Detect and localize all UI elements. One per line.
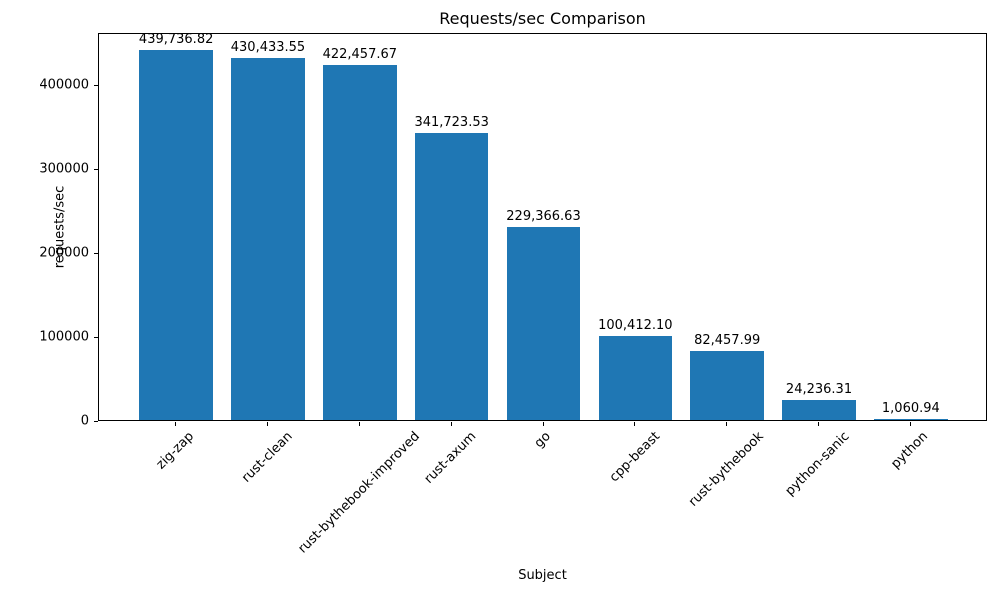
x-tick-label: python-sanic	[783, 429, 853, 499]
y-tick-label: 0	[80, 413, 89, 429]
x-tick-label: cpp-beast	[606, 429, 663, 486]
bar-value-label: 82,457.99	[694, 332, 761, 348]
x-tick-label: rust-bythebook	[685, 429, 767, 510]
y-tick-label: 200000	[39, 245, 89, 261]
x-tick-label: rust-bythebook-improved	[295, 429, 423, 557]
bar-zig-zap	[139, 50, 213, 420]
bar-value-label: 430,433.55	[230, 40, 306, 56]
bar-value-label: 100,412.10	[598, 317, 673, 333]
x-tick	[818, 422, 820, 426]
x-tick	[542, 422, 544, 426]
x-tick	[726, 422, 728, 426]
bar-rust-bythebook	[690, 350, 764, 420]
y-tick	[94, 84, 98, 86]
y-tick	[94, 336, 98, 338]
x-tick	[175, 422, 177, 426]
y-tick	[94, 421, 98, 422]
x-tick	[634, 422, 636, 426]
bar-rust-bythebook-improved	[323, 65, 397, 420]
y-tick-label: 100000	[39, 329, 89, 345]
y-tick-label: 400000	[39, 77, 89, 93]
bars-layer: 439,736.82 430,433.55 422,457.67 341,723.53…	[99, 32, 986, 420]
x-axis-label: Subject	[518, 568, 567, 583]
plot-area: 439,736.82 430,433.55 422,457.67 341,723.53…	[98, 32, 987, 421]
chart-title: Requests/sec Comparison	[439, 9, 646, 28]
x-tick	[358, 422, 360, 426]
y-tick	[94, 168, 98, 170]
y-tick	[94, 252, 98, 254]
bar-value-label: 439,736.82	[138, 32, 214, 48]
bar-rust-axum	[414, 132, 489, 420]
x-tick-label: rust-clean	[238, 429, 296, 486]
bar-value-label: 422,457.67	[322, 47, 398, 62]
bar-python	[874, 419, 948, 420]
bar-value-label: 229,366.63	[506, 209, 581, 225]
bar-value-label: 1,060.94	[881, 401, 940, 417]
y-tick-label: 300000	[39, 161, 89, 177]
x-tick-label: python	[888, 429, 932, 472]
x-tick-label: rust-axum	[421, 429, 480, 487]
bar-value-label: 341,723.53	[414, 114, 489, 130]
x-tick-label: go	[531, 429, 554, 452]
bar-python-sanic	[782, 399, 856, 420]
x-tick	[266, 422, 268, 426]
x-tick	[450, 422, 452, 426]
bar-cpp-beast	[598, 335, 673, 420]
x-tick	[909, 422, 911, 426]
bar-rust-clean	[231, 58, 305, 420]
x-tick-label: zig-zap	[153, 429, 198, 473]
bar-go	[506, 227, 581, 420]
bar-value-label: 24,236.31	[785, 381, 853, 397]
